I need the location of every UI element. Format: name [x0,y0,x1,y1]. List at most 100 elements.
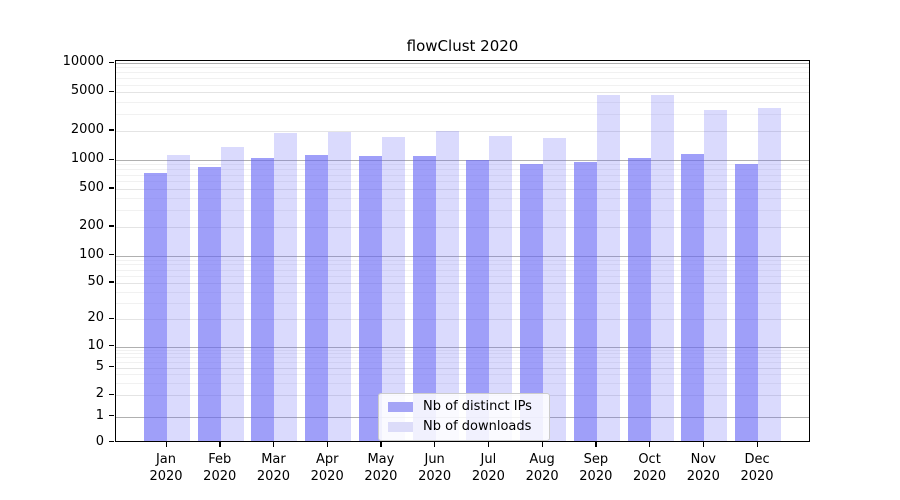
y-tick-label-10000: 10000 [62,54,104,69]
gridline-7000 [116,78,809,80]
y-tick-label-10: 10 [87,337,104,353]
y-tick-mark-0 [109,441,114,443]
gridline-80 [116,264,809,266]
y-tick-label-20: 20 [87,310,104,326]
bar-downloads-aug [543,138,567,441]
bar-ips-dec [735,163,759,441]
gridline-2000 [116,130,809,132]
x-tick-label-jan: Jan 2020 [149,452,183,484]
legend-swatch-ips-icon [388,401,413,412]
bar-ips-jul [466,160,490,441]
x-tick-mark-jun [434,442,436,447]
gridline-1000 [116,160,809,161]
y-tick-mark-200 [109,225,114,227]
x-tick-mark-nov [702,442,705,447]
gridline-800 [116,169,809,171]
gridline-7 [116,357,809,359]
legend: Nb of distinct IPs Nb of downloads [378,393,550,441]
gridline-40 [116,291,809,293]
y-tick-mark-1 [109,415,114,417]
bar-ips-oct [627,158,651,441]
legend-item-downloads: Nb of downloads [388,419,540,434]
gridline-5000 [116,92,809,94]
gridline-9 [116,349,809,351]
x-tick-mark-jul [487,442,490,447]
gridline-4 [116,374,809,376]
gridline-4000 [116,101,809,103]
x-tick-mark-may [380,442,382,447]
x-tick-mark-sep [595,442,597,447]
y-tick-label-1: 1 [95,407,104,423]
gridline-20 [116,319,809,321]
gridline-3000 [116,113,809,115]
x-tick-label-apr: Apr 2020 [310,452,344,484]
x-tick-label-aug: Aug 2020 [525,452,559,484]
gridline-3 [116,383,809,385]
x-tick-label-jun: Jun 2020 [418,452,452,484]
y-tick-label-500: 500 [79,179,104,195]
y-tick-mark-5 [109,366,114,368]
y-tick-mark-5000 [109,90,114,92]
gridline-9000 [116,67,809,69]
x-tick-mark-aug [541,442,543,447]
gridline-200 [116,226,809,228]
gridline-50 [116,282,809,284]
x-tick-mark-dec [756,442,758,447]
gridline-10000 [116,63,809,64]
y-tick-label-200: 200 [79,217,104,233]
y-tick-label-5000: 5000 [70,83,104,99]
gridline-5 [116,367,809,369]
y-tick-mark-2 [109,393,114,396]
y-tick-label-2: 2 [95,386,104,402]
bar-ips-sep [573,161,597,441]
bar-downloads-nov [704,110,728,441]
gridline-8 [116,353,809,355]
y-tick-mark-2000 [109,129,114,131]
x-tick-label-feb: Feb 2020 [203,452,237,484]
y-tick-mark-500 [109,187,114,189]
bar-downloads-feb [220,146,244,441]
legend-label-downloads: Nb of downloads [423,419,532,434]
gridline-600 [116,181,809,183]
bar-ips-aug [520,164,544,441]
bar-ips-apr [305,155,329,441]
x-tick-label-may: May 2020 [364,452,398,484]
gridline-500 [116,188,809,190]
bar-downloads-jul [489,135,513,441]
gridline-30 [116,303,809,305]
gridline-10 [116,346,809,348]
gridline-6 [116,362,809,364]
bar-downloads-oct [650,94,674,441]
bar-ips-may [358,155,382,441]
gridline-6000 [116,84,809,86]
y-tick-mark-100 [109,254,114,256]
y-tick-mark-10000 [109,61,114,63]
y-tick-mark-20 [109,317,114,319]
bar-downloads-jan [167,155,190,441]
gridline-70 [116,269,809,271]
legend-label-distinct-ips: Nb of distinct IPs [423,399,532,414]
x-tick-mark-apr [326,442,328,447]
bar-downloads-mar [274,133,298,441]
gridline-300 [116,209,809,211]
x-tick-label-sep: Sep 2020 [579,452,613,484]
x-tick-mark-mar [272,442,275,447]
gridline-60 [116,275,809,277]
x-tick-mark-feb [219,442,221,447]
gridline-700 [116,174,809,176]
y-tick-label-1000: 1000 [70,151,104,166]
y-tick-label-50: 50 [87,273,104,289]
x-tick-label-jul: Jul 2020 [471,452,505,484]
y-tick-label-0: 0 [95,433,104,449]
gridline-8000 [116,72,809,74]
x-tick-label-mar: Mar 2020 [256,452,290,484]
plot-area: Nb of distinct IPs Nb of downloads [115,60,810,442]
y-tick-label-2000: 2000 [70,121,104,137]
gridline-400 [116,198,809,199]
legend-item-distinct-ips: Nb of distinct IPs [388,399,540,414]
gridline-900 [116,164,809,166]
chart-title: flowClust 2020 [406,37,519,55]
y-tick-mark-10 [109,345,114,347]
x-tick-mark-jan [165,442,167,447]
